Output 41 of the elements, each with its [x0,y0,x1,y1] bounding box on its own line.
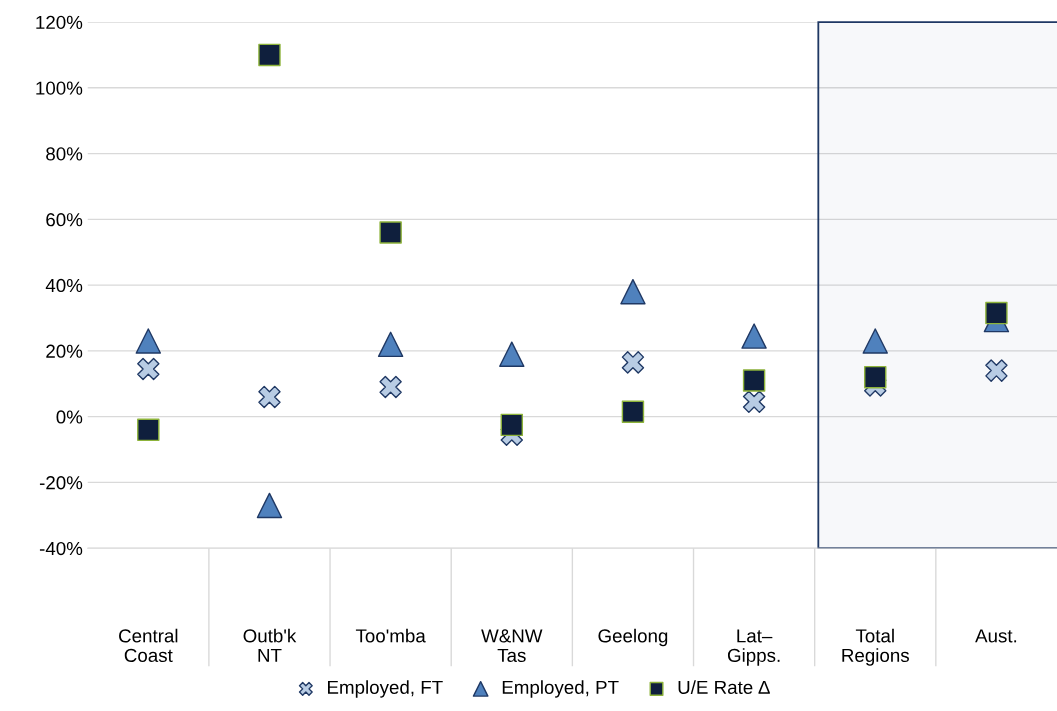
point [377,331,404,358]
point [379,221,402,244]
legend-label: U/E Rate ∆ [678,680,770,694]
point [621,351,645,374]
y-tick-label: 20% [46,344,83,358]
point [137,357,160,381]
point [258,43,281,67]
point [137,418,160,442]
point [620,278,646,305]
point [741,323,767,349]
point [499,341,525,367]
point [256,492,283,519]
legend-label: Employed, PT [502,680,619,698]
y-tick-label: -40% [39,541,83,556]
y-tick-label: -20% [39,476,83,490]
point [985,301,1008,325]
point [742,369,766,392]
x-tick-label: Central Coast [119,628,178,663]
y-tick-label: 40% [45,278,83,293]
x-tick-label: Lat– Gipps. [727,629,780,666]
point [621,400,645,423]
x-tick-label: Too'mba [355,628,426,643]
point [864,365,887,389]
y-tick-label: 60% [46,213,83,227]
y-tick-label: 80% [46,147,83,161]
x-tick-label: W&NW Tas [481,629,543,663]
y-tick-label: 120% [36,15,83,30]
point [258,385,281,409]
x-tick-label: Geelong [598,628,668,647]
point [742,390,766,414]
x-tick-label: Outb'k NT [243,628,297,662]
point [379,375,402,399]
point [985,359,1008,382]
x-tick-label: Total Regions [842,628,909,666]
x-tick-label: Aust. [975,629,1017,643]
y-tick-label: 100% [36,81,83,95]
point [500,413,524,437]
legend-label: Employed, FT [328,680,443,698]
point [862,328,888,354]
y-tick-label: 0% [56,410,83,424]
point [135,328,162,354]
